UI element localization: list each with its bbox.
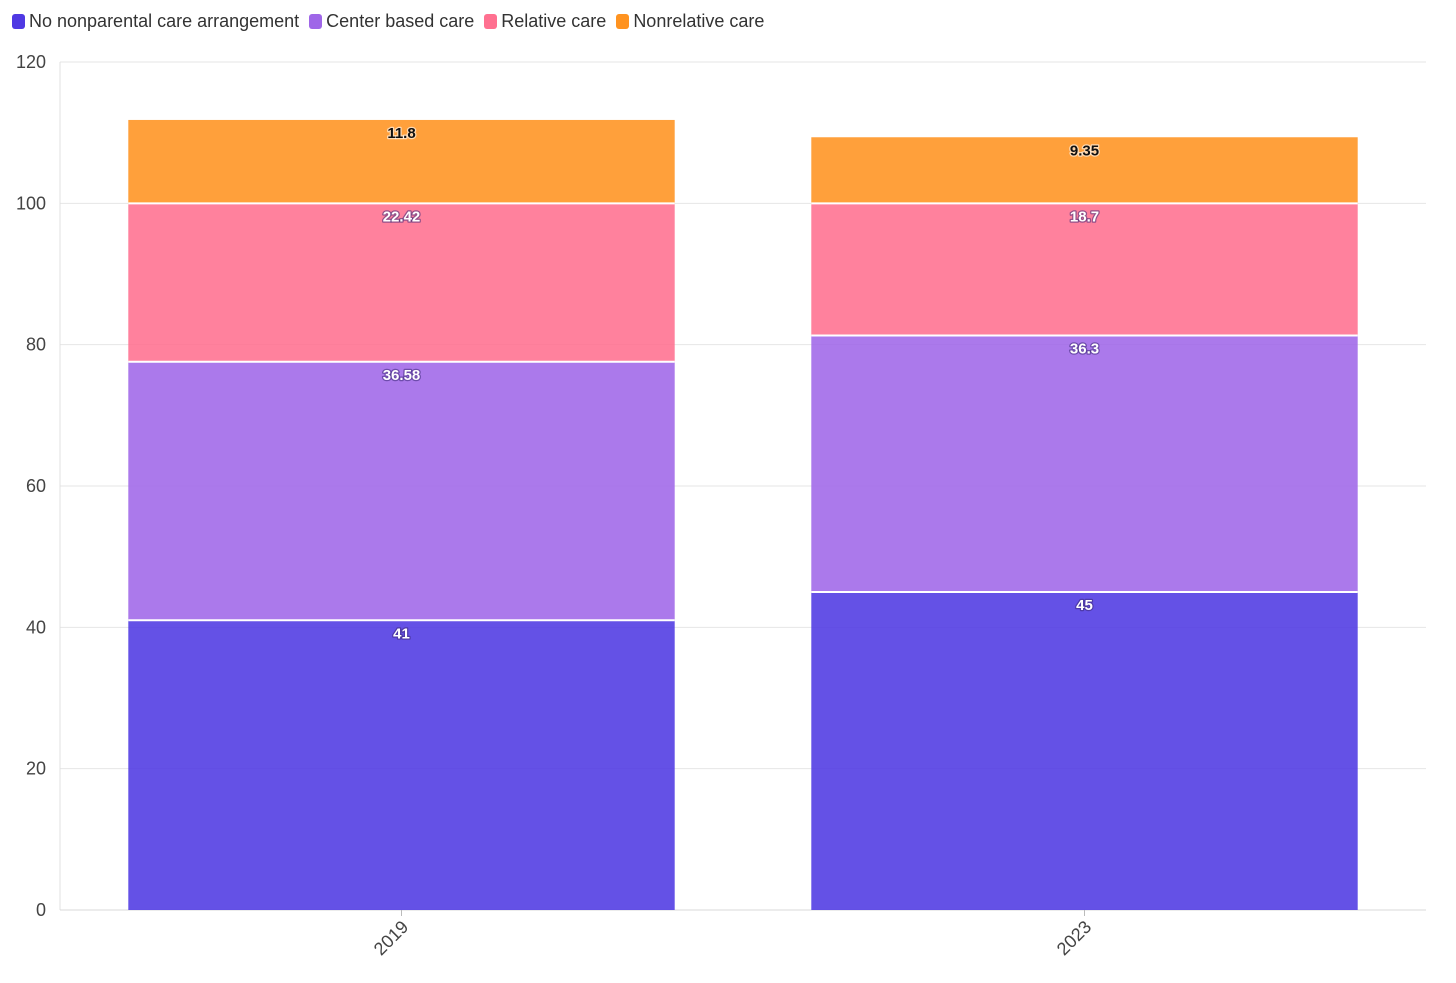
data-label-2019-1: 41	[393, 625, 410, 642]
legend-label: Relative care	[501, 10, 607, 31]
legend-label: Nonrelative care	[633, 10, 765, 31]
legend-item-relative-care[interactable]: Relative care	[484, 11, 606, 32]
data-label-2023-2: 36.3	[1070, 340, 1099, 357]
data-label-2023-4: 9.35	[1070, 142, 1099, 159]
y-tick-label: 20	[26, 759, 46, 779]
legend-item-center-based-care[interactable]: Center based care	[309, 11, 474, 32]
y-tick-label: 0	[36, 900, 46, 920]
legend-label: No nonparental care arrangement	[29, 10, 300, 31]
x-tick-label: 2019	[370, 917, 412, 959]
legend-swatch-icon	[616, 13, 630, 29]
data-label-2019-3: 22.42	[383, 208, 421, 225]
data-label-2023-1: 45	[1076, 597, 1093, 614]
legend-swatch-icon	[309, 13, 323, 29]
legend-item-nonrelative-care[interactable]: Nonrelative care	[616, 11, 764, 32]
legend: No nonparental care arrangement Center b…	[12, 10, 764, 32]
x-tick-label: 2023	[1053, 917, 1095, 959]
bar-segment-2023-4[interactable]	[811, 137, 1358, 204]
legend-swatch-icon	[484, 13, 498, 29]
bar-segment-2023-2[interactable]	[811, 335, 1358, 592]
bar-segment-2019-3[interactable]	[128, 203, 675, 362]
legend-label: Center based care	[326, 10, 475, 31]
bars	[128, 119, 1358, 910]
legend-item-no-nonparental-care[interactable]: No nonparental care arrangement	[12, 11, 299, 32]
data-label-2023-3: 18.7	[1070, 208, 1099, 225]
bar-segment-2019-2[interactable]	[128, 361, 675, 621]
bar-segment-2019-1[interactable]	[128, 620, 675, 910]
legend-swatch-icon	[12, 13, 25, 29]
bar-segment-2019-4[interactable]	[128, 119, 675, 204]
y-tick-label: 120	[16, 52, 46, 72]
data-label-2019-2: 36.58	[383, 367, 421, 384]
bar-segment-2023-1[interactable]	[811, 592, 1358, 910]
y-tick-label: 40	[26, 617, 46, 637]
bar-segment-2023-3[interactable]	[811, 203, 1358, 336]
y-tick-label: 80	[26, 335, 46, 355]
y-tick-label: 100	[16, 193, 46, 213]
data-label-2019-4: 11.8	[387, 125, 415, 142]
y-tick-label: 60	[26, 476, 46, 496]
data-labels: 41 36.58 22.42 11.8 45 36.3 18.7 9.35	[381, 124, 1100, 644]
